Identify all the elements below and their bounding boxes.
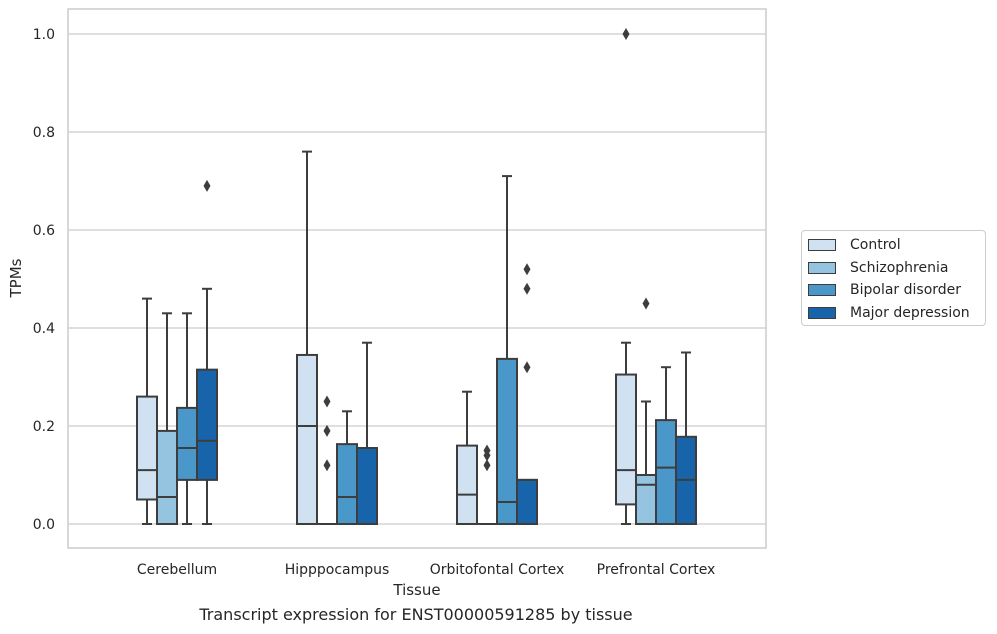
y-axis-label: TPMs (7, 258, 25, 298)
box-body (615, 373, 637, 506)
plot-area-frame (67, 8, 767, 549)
box-schizophrenia (635, 297, 657, 525)
figure-caption: Transcript expression for ENST0000059128… (199, 605, 633, 624)
outlier-marker (523, 361, 531, 374)
outlier-marker (523, 282, 531, 295)
y-tick-label: 1.0 (33, 27, 55, 43)
legend-swatch (808, 284, 836, 296)
legend-item: Control (808, 235, 901, 255)
box-body (176, 406, 198, 481)
legend-item: Bipolar disorder (808, 280, 961, 300)
box-major-depression (356, 341, 378, 525)
box-control (296, 150, 318, 526)
legend-label: Bipolar disorder (850, 282, 962, 298)
legend-label: Schizophrenia (850, 259, 949, 276)
legend-label: Major depression (850, 304, 970, 321)
box-body (516, 478, 538, 525)
box-bipolar-disorder (176, 312, 198, 525)
box-body (336, 443, 358, 526)
x-tick-label: Hipppocampus (285, 562, 390, 578)
legend-item: Schizophrenia (808, 258, 948, 278)
outlier-marker (323, 424, 331, 437)
box-body (296, 353, 318, 526)
x-tick-label: Prefrontal Cortex (597, 562, 716, 578)
box-bipolar-disorder (336, 410, 358, 526)
box-schizophrenia (156, 312, 178, 525)
outlier-marker (642, 297, 650, 310)
y-tick-label: 0.6 (33, 223, 55, 239)
box-schizophrenia (317, 395, 337, 525)
y-tick-label: 0.8 (33, 125, 55, 141)
outlier-marker (203, 179, 211, 192)
x-tick-labels: Cerebellum Hipppocampus Orbitofontal Corte… (137, 562, 715, 578)
box-body (456, 444, 478, 526)
y-tick-label: 0.4 (33, 321, 55, 337)
outlier-marker (323, 395, 331, 408)
outlier-marker (323, 459, 331, 472)
x-tick-label: Cerebellum (137, 562, 217, 578)
box-body (196, 368, 218, 481)
legend-swatch (808, 261, 836, 274)
box-schizophrenia (477, 444, 497, 525)
box-body (635, 474, 657, 525)
legend-item: Major depression (808, 303, 970, 323)
outlier-marker (622, 28, 630, 40)
x-tick-label: Orbitofontal Cortex (430, 562, 565, 578)
box-bipolar-disorder (655, 366, 677, 525)
y-tick-labels: 0.0 0.2 0.4 0.6 0.8 1.0 (33, 27, 55, 533)
legend-swatch (808, 239, 836, 251)
box-body (356, 447, 378, 525)
box-body (496, 357, 518, 525)
box-control (136, 297, 158, 525)
outlier-marker (483, 444, 491, 457)
y-tick-label: 0.2 (33, 419, 55, 435)
box-control (456, 390, 478, 526)
outlier-marker (483, 459, 491, 472)
box-control (615, 28, 637, 525)
y-tick-label: 0.0 (33, 517, 55, 533)
box-body (655, 419, 677, 525)
box-body (136, 395, 158, 501)
box-bipolar-disorder (496, 175, 518, 525)
box-major-depression (196, 179, 218, 525)
legend: Control Schizophrenia Bipolar disorder Majo… (801, 230, 986, 326)
box-body (156, 429, 178, 525)
boxes-layer (136, 28, 697, 526)
legend-label: Control (850, 237, 901, 253)
legend-swatch (808, 306, 836, 319)
outlier-marker (523, 263, 531, 276)
box-major-depression (675, 351, 697, 525)
box-major-depression (516, 263, 538, 525)
x-axis-label: Tissue (392, 581, 440, 599)
